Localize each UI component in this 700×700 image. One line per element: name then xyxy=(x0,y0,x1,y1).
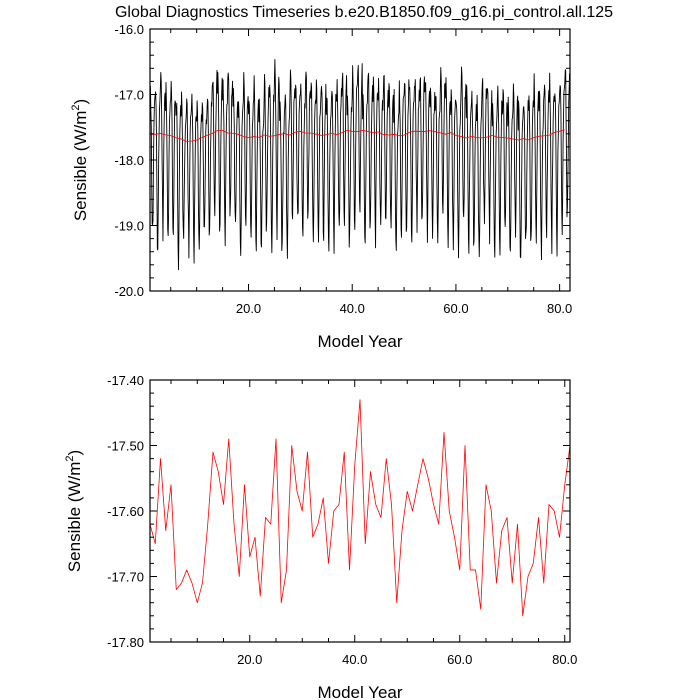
y-axis-label-close: ) xyxy=(71,99,90,105)
y-axis-label-main: Sensible (W/m xyxy=(71,111,90,222)
plot-frame xyxy=(149,28,571,292)
chart-title: Global Diagnostics Timeseries b.e20.B185… xyxy=(115,4,613,21)
y-tick-label: -17.50 xyxy=(107,439,144,454)
series-line-0 xyxy=(149,59,571,271)
x-tick-label: 20.0 xyxy=(236,301,261,316)
y-tick-label: -19.0 xyxy=(114,219,144,234)
series-line-0 xyxy=(149,399,571,617)
y-axis-label-main: Sensible (W/m xyxy=(65,462,84,573)
y-axis-label-superscript: 2 xyxy=(64,456,76,462)
y-tick-label: -17.0 xyxy=(114,88,144,103)
series-line-1 xyxy=(149,129,565,142)
y-tick-label: -17.60 xyxy=(107,504,144,519)
y-axis-label: Sensible (W/m2) xyxy=(64,450,84,572)
y-tick-label: -17.80 xyxy=(107,635,144,650)
x-tick-label: 40.0 xyxy=(342,652,367,667)
y-tick-label: -17.70 xyxy=(107,570,144,585)
plot-frame xyxy=(149,379,571,643)
bottom-panel: 20.0 40.0 60.0 80.0 -17.40 -17.50 -17.60 -17.70… xyxy=(64,373,577,700)
top-panel: 20.0 40.0 60.0 80.0 -16.0 -17.0 -18.0 -19.0 -20.… xyxy=(70,22,572,351)
x-tick-label: 80.0 xyxy=(547,301,572,316)
x-tick-label: 60.0 xyxy=(443,301,468,316)
x-tick-label: 80.0 xyxy=(552,652,577,667)
y-axis-label: Sensible (W/m2) xyxy=(70,99,90,221)
x-tick-label: 60.0 xyxy=(447,652,472,667)
x-tick-label: 20.0 xyxy=(237,652,262,667)
y-tick-label: -16.0 xyxy=(114,22,144,37)
y-axis-label-close: ) xyxy=(65,450,84,456)
y-tick-label: -17.40 xyxy=(107,373,144,388)
y-tick-label: -18.0 xyxy=(114,153,144,168)
y-axis-label-superscript: 2 xyxy=(70,105,82,111)
y-tick-label: -20.0 xyxy=(114,284,144,299)
x-axis-label: Model Year xyxy=(317,332,402,351)
x-axis-label: Model Year xyxy=(317,683,402,700)
x-tick-label: 40.0 xyxy=(340,301,365,316)
